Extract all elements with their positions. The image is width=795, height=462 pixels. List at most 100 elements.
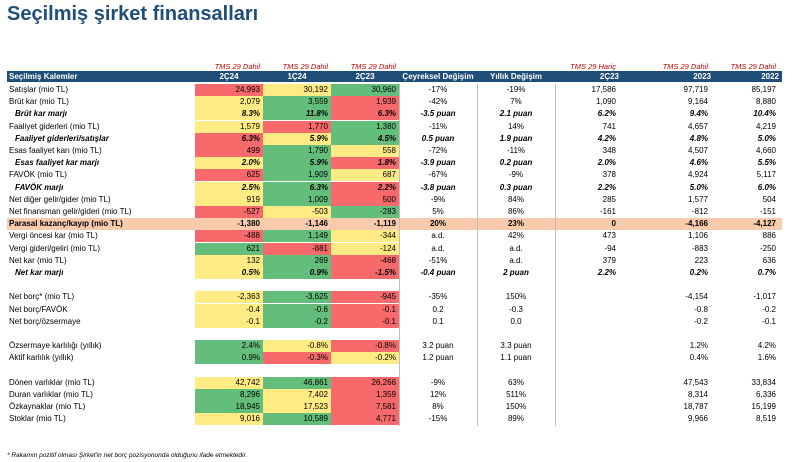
period-cell: 1.6% (757, 353, 776, 363)
quarterly-change-cell: -35% (428, 292, 448, 302)
table-row: Faaliyet giderleri (mio TL) 1,579 1,770 1,3… (7, 120, 782, 133)
period-cell: -883 (691, 243, 708, 253)
period-cell (555, 352, 619, 364)
quarter-cell: -344 (331, 230, 399, 243)
period-cell: -812 (691, 207, 708, 216)
row-label: Net finansman gelir/gideri (mio TL) (9, 207, 132, 216)
period-cell: 8,314 (687, 390, 708, 399)
annual-change-cell: -19% (506, 85, 526, 94)
quarter-cell: 4.5% (331, 132, 399, 145)
period-cell: 17,586 (591, 85, 616, 94)
quarter-cell (263, 365, 331, 377)
table-row: Brüt kar (mio TL) 2,079 3,559 1,939 -42% 7% 1,… (7, 96, 782, 109)
period-cell: 1,090 (595, 97, 616, 107)
period-cell (619, 279, 711, 291)
row-label: Duran varlıklar (mio TL) (9, 390, 93, 399)
quarter-cell: 1,380 (331, 120, 399, 133)
quarter-cell (195, 328, 263, 340)
header-2q23-excl: 2Ç23 (599, 72, 619, 81)
footnote: * Rakamın pozitif olması Şirket'in net b… (7, 452, 248, 459)
period-cell (711, 328, 779, 340)
subheader-0: TMS 29 Dahil (214, 62, 260, 71)
period-cell: -0.8 (694, 304, 708, 314)
period-cell: 33,834 (751, 377, 776, 387)
quarter-cell: -527 (195, 206, 263, 218)
quarter-cell: -945 (331, 291, 399, 304)
annual-change-cell (477, 328, 555, 340)
period-cell: 97,719 (683, 85, 708, 94)
quarter-cell: 30,192 (263, 84, 331, 96)
row-label: Net kar (mio TL) (9, 255, 67, 265)
quarter-cell: 18,945 (195, 401, 263, 414)
period-cell: 10.4% (753, 109, 776, 119)
quarter-cell: -0.3% (263, 352, 331, 365)
quarter-cell: 2.0% (195, 157, 263, 170)
annual-change-cell: -9% (508, 170, 524, 180)
period-cell: 9,164 (687, 97, 708, 107)
row-label: Brüt kar marjı (15, 109, 68, 119)
quarter-cell: -124 (331, 242, 399, 255)
annual-change-cell: 2.1 puan (499, 109, 533, 119)
quarterly-change-cell: -9% (430, 194, 446, 204)
period-cell (619, 365, 711, 377)
table-row: Özkaynaklar (mio TL) 18,945 17,523 7,581 8% 1… (7, 401, 782, 414)
subheader-3: TMS 29 Hariç (570, 62, 616, 71)
quarter-cell: -1,146 (305, 219, 328, 229)
quarterly-change-cell: -72% (428, 146, 448, 155)
annual-change-cell: 89% (507, 414, 524, 424)
quarter-cell: 0.9% (195, 352, 263, 365)
row-label: Aktif karlılık (yıllık) (9, 353, 74, 363)
quarterly-change-cell: -11% (428, 121, 448, 131)
table-row: Net borç/özsermaye -0.1 -0.2 -0.1 0.1 0.0 -0.2… (7, 315, 782, 328)
period-cell: 85,197 (751, 85, 776, 94)
period-cell: 1.2% (689, 341, 708, 351)
quarter-cell: 2.2% (331, 181, 399, 194)
annual-change-cell: 0.0 (510, 316, 522, 326)
period-cell (555, 365, 619, 377)
subheader-1: TMS 29 Dahil (282, 62, 328, 71)
period-cell (555, 316, 619, 328)
table-row: Esas faaliyet karı (mio TL) 499 1,790 558 -7… (7, 145, 782, 157)
period-cell: 2.2% (597, 268, 616, 277)
quarter-cell: -0.1 (331, 315, 399, 328)
period-cell: 1,577 (687, 194, 708, 204)
period-cell (555, 304, 619, 316)
quarter-cell (263, 328, 331, 340)
period-cell (555, 377, 619, 389)
period-cell: 4,660 (755, 146, 776, 155)
period-cell: -94 (604, 243, 616, 253)
quarter-cell: 2.5% (195, 181, 263, 194)
quarter-cell: 7,581 (331, 401, 399, 414)
period-cell: 2.0% (597, 158, 616, 168)
quarter-cell: 1,149 (263, 230, 331, 243)
table-row: Faaliyet giderleri/satışlar 6.3% 5.9% 4.5% 0… (7, 132, 782, 145)
quarter-cell: 1,909 (263, 169, 331, 182)
annual-change-cell: a.d. (509, 243, 523, 253)
quarterly-change-cell: -15% (428, 414, 448, 424)
quarter-cell: 0.5% (195, 267, 263, 279)
quarter-cell: 1,009 (263, 193, 331, 206)
quarterly-change-cell: 12% (429, 390, 446, 399)
quarter-cell (331, 279, 399, 291)
annual-change-cell: 86% (507, 207, 524, 216)
row-label: Vergi gideri/geliri (mio TL) (9, 243, 100, 253)
annual-change-cell: 14% (507, 121, 524, 131)
quarterly-change-cell (399, 279, 477, 291)
period-cell: 348 (602, 146, 616, 155)
annual-change-cell: 1.1 puan (500, 353, 532, 363)
period-cell: 5.0% (689, 182, 708, 192)
quarterly-change-cell: -42% (428, 97, 448, 107)
column-divider (555, 84, 556, 426)
header-2q24: 2Ç24 (219, 72, 239, 81)
period-cell: -0.1 (762, 316, 776, 326)
period-cell: 4,507 (687, 146, 708, 155)
quarter-cell: -1.5% (331, 267, 399, 279)
table-row: Özsermaye karlılığı (yıllık) 2.4% -0.8% -0.… (7, 340, 782, 353)
period-cell: 6,336 (755, 390, 776, 399)
annual-change-cell: -11% (506, 146, 526, 155)
period-cell: 5.0% (757, 133, 776, 143)
period-cell: 4,924 (687, 170, 708, 180)
quarter-cell: 0.9% (263, 267, 331, 279)
row-label: FAVÖK (mio TL) (9, 170, 67, 180)
table-row: Net borç/FAVÖK -0.4 -0.6 -0.1 0.2 -0.3 -0.8 -0.… (7, 303, 782, 316)
